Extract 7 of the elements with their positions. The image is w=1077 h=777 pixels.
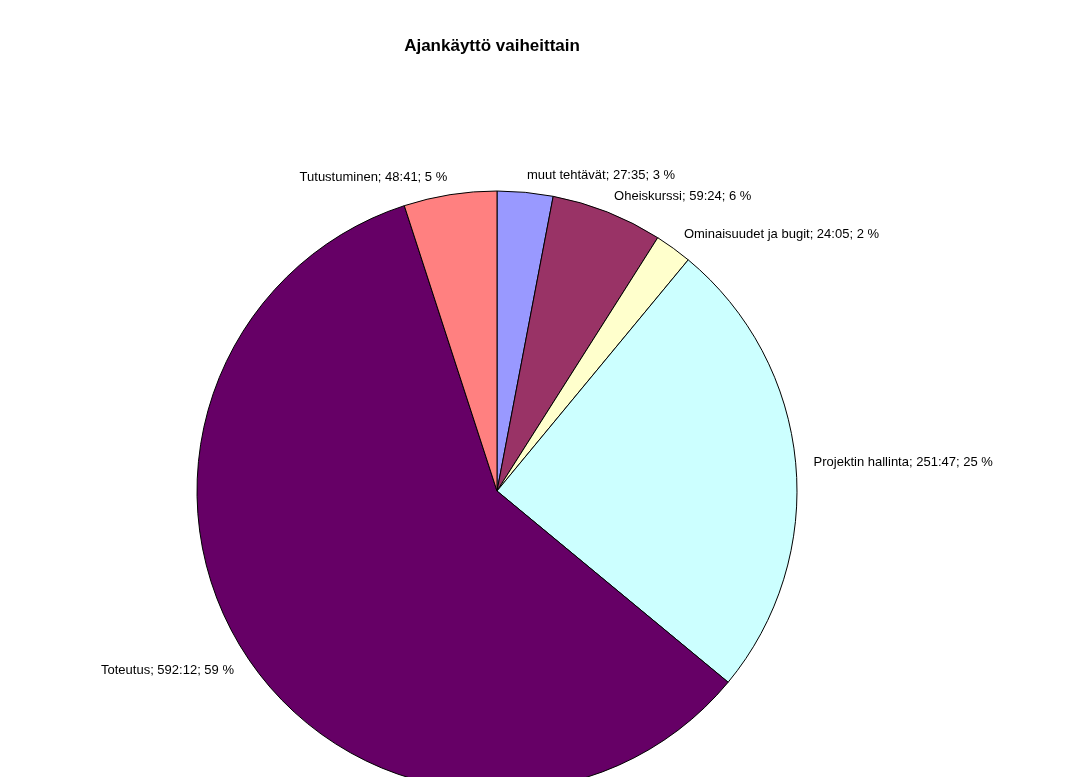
slice-label: Projektin hallinta; 251:47; 25 % bbox=[813, 453, 994, 469]
slice-label: Oheiskurssi; 59:24; 6 % bbox=[614, 187, 752, 203]
slice-label: Tutustuminen; 48:41; 5 % bbox=[299, 169, 448, 185]
slice-label: Ominaisuudet ja bugit; 24:05; 2 % bbox=[683, 226, 880, 242]
chart-title: Ajankäyttö vaiheittain bbox=[403, 36, 581, 56]
slice-label: Toteutus; 592:12; 59 % bbox=[101, 662, 235, 678]
slice-label: muut tehtävät; 27:35; 3 % bbox=[526, 166, 676, 182]
